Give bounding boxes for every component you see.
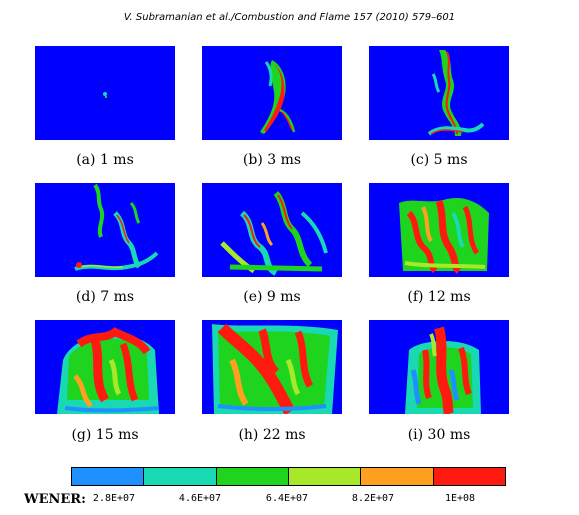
colorbar-tick: 4.6E+07 [178,493,222,504]
panel-a [35,46,175,140]
panel-g [35,320,175,414]
colorbar-segment [288,468,362,485]
caption-d: (d) 7 ms [75,289,135,305]
caption-a: (a) 1 ms [76,152,134,168]
panel-e [202,183,342,277]
colorbar-segment [72,468,145,485]
colorbar-segment [144,468,217,485]
colorbar-tick: 6.4E+07 [265,493,309,504]
journal-header: V. Subramanian et al./Combustion and Fla… [123,12,456,23]
colorbar-segment [216,468,289,485]
caption-c: (c) 5 ms [410,152,468,168]
panel-h [202,320,342,414]
colorbar-tick: 2.8E+07 [92,493,136,504]
caption-e: (e) 9 ms [243,289,301,305]
panel-d [35,183,175,277]
colorbar-segment [433,468,505,485]
caption-i: (i) 30 ms [407,427,471,443]
panel-b [202,46,342,140]
caption-f: (f) 12 ms [407,289,471,305]
colorbar-title: WENER: [24,492,86,507]
colorbar-segment [361,468,434,485]
colorbar-tick: 1E+08 [444,493,476,504]
colorbar-tick: 8.2E+07 [351,493,395,504]
panel-i [369,320,509,414]
caption-g: (g) 15 ms [71,427,139,443]
colorbar [71,467,506,486]
panel-a-field [35,46,175,140]
caption-b: (b) 3 ms [242,152,302,168]
panel-f [369,183,509,277]
panel-c [369,46,509,140]
caption-h: (h) 22 ms [238,427,306,443]
